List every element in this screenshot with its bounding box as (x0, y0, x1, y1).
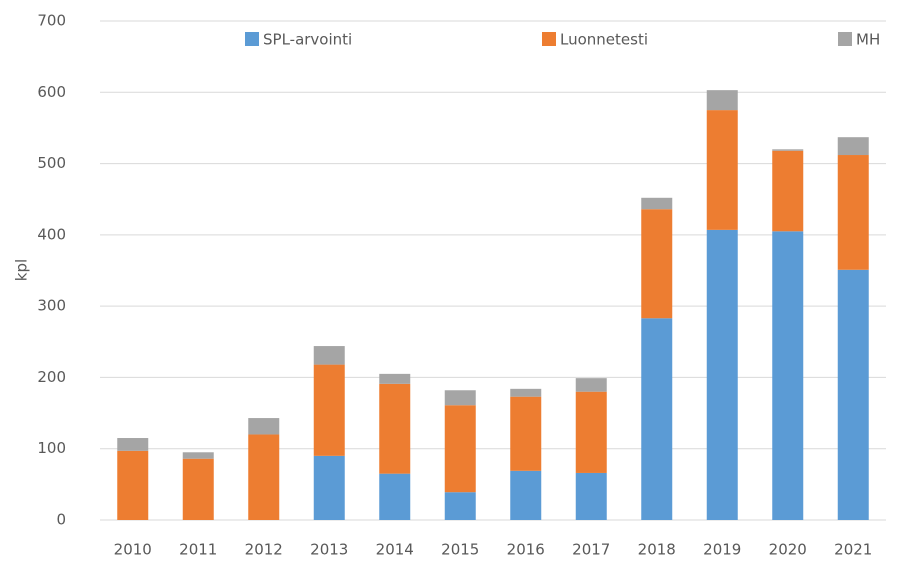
y-tick-label: 300 (37, 297, 66, 315)
x-tick-label: 2011 (179, 541, 217, 559)
bar-segment (444, 390, 476, 406)
bar-segment (575, 391, 607, 473)
x-tick-label: 2013 (310, 541, 348, 559)
bar-segment (313, 364, 345, 456)
bar-segment (117, 450, 149, 520)
bar-segment (837, 137, 869, 156)
bar-segment (313, 455, 345, 520)
y-tick-label: 500 (37, 154, 66, 172)
y-axis-label: kpl (13, 259, 31, 281)
legend-swatch (245, 32, 259, 46)
y-tick-label: 400 (37, 225, 66, 243)
y-tick-label: 200 (37, 368, 66, 386)
legend-label: MH (856, 31, 880, 49)
bar-segment (641, 318, 673, 520)
bar-segment (641, 209, 673, 319)
bar-segment (444, 492, 476, 520)
bar-segment (706, 110, 738, 230)
bar-segment (510, 470, 542, 520)
bar-segment (837, 155, 869, 270)
x-tick-label: 2010 (114, 541, 152, 559)
bar-segment (182, 458, 214, 520)
bar-segment (706, 229, 738, 521)
x-tick-label: 2018 (638, 541, 676, 559)
bar-segment (510, 396, 542, 471)
y-tick-label: 0 (56, 511, 66, 529)
bar-segment (182, 452, 214, 459)
legend-label: Luonnetesti (560, 31, 648, 49)
x-tick-label: 2020 (769, 541, 807, 559)
x-tick-label: 2021 (834, 541, 872, 559)
x-tick-label: 2017 (572, 541, 610, 559)
x-tick-label: 2016 (507, 541, 545, 559)
x-tick-label: 2014 (376, 541, 414, 559)
bar-segment (248, 418, 280, 435)
bar-segment (313, 346, 345, 365)
bar-segment (379, 473, 411, 520)
bar-segment (248, 434, 280, 520)
bar-segment (379, 383, 411, 474)
y-tick-label: 100 (37, 439, 66, 457)
x-tick-label: 2012 (245, 541, 283, 559)
x-tick-label: 2019 (703, 541, 741, 559)
legend-swatch (542, 32, 556, 46)
x-tick-label: 2015 (441, 541, 479, 559)
legend-label: SPL-arvointi (263, 31, 352, 49)
y-tick-label: 600 (37, 83, 66, 101)
bar-segment (379, 373, 411, 384)
bar-segment (706, 90, 738, 111)
bar-segment (444, 405, 476, 493)
bar-segment (772, 149, 804, 151)
bar-segment (575, 472, 607, 520)
bar-segment (641, 197, 673, 210)
bar-segment (510, 388, 542, 397)
bar-segment (117, 438, 149, 451)
bar-segment (575, 378, 607, 392)
y-tick-label: 700 (37, 12, 66, 30)
bar-segment (772, 150, 804, 232)
legend-swatch (838, 32, 852, 46)
bar-segment (772, 231, 804, 521)
bar-segment (837, 269, 869, 520)
